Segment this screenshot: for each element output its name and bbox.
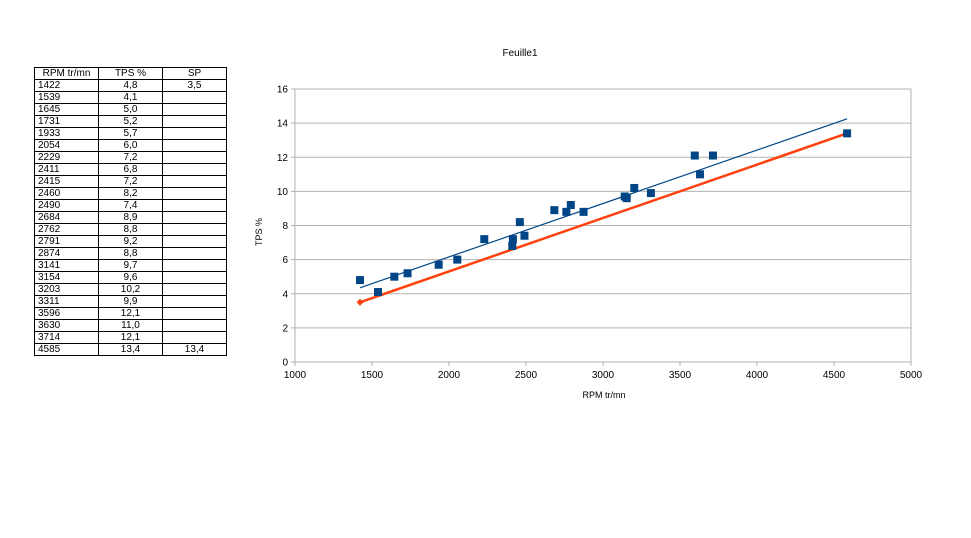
tps-point <box>562 207 571 216</box>
y-tick-label: 14 <box>277 119 289 130</box>
y-tick-label: 8 <box>282 221 288 232</box>
tps-point <box>622 194 631 203</box>
tps-point <box>453 255 462 264</box>
tps-point <box>515 218 524 227</box>
tps-point <box>355 276 364 285</box>
y-tick-label: 6 <box>282 255 288 266</box>
table-row: 1933 5,7 <box>34 127 227 140</box>
tps-point <box>403 269 412 278</box>
x-tick-label: 1500 <box>361 370 384 381</box>
sp-series-line <box>359 132 848 304</box>
sp-point <box>356 298 364 306</box>
x-tick-label: 4500 <box>823 370 846 381</box>
y-tick-label: 0 <box>282 358 288 369</box>
x-tick-label: 2500 <box>515 370 538 381</box>
y-tick-label: 12 <box>277 153 289 164</box>
cell-sp: 13,4 <box>162 343 227 356</box>
chart-title: Feuille1 <box>502 48 537 59</box>
tps-point <box>843 129 852 138</box>
tps-point <box>508 235 517 244</box>
y-tick-label: 10 <box>277 187 289 198</box>
tps-point <box>566 201 575 210</box>
tps-point <box>550 206 559 215</box>
table-header-row: RPM tr/mn TPS % SP <box>34 67 227 80</box>
y-axis-title: TPS % <box>254 218 264 246</box>
tps-point <box>646 189 655 198</box>
table-row: 3596 12,1 <box>34 307 227 320</box>
x-tick-label: 1000 <box>284 370 307 381</box>
x-tick-label: 5000 <box>900 370 923 381</box>
tps-point <box>690 151 699 160</box>
x-axis-title: RPM tr/mn <box>582 390 625 400</box>
data-table: RPM tr/mn TPS % SP 1422 4,8 3,5 1539 4,1 1645… <box>34 67 227 356</box>
table-row: 2684 8,9 <box>34 211 227 224</box>
tps-point <box>508 241 517 250</box>
tps-point <box>630 183 639 192</box>
tps-point <box>390 272 399 281</box>
x-axis-ticks: 1000 1500 2000 2500 3000 3500 4000 4500 5000 <box>284 362 923 381</box>
y-tick-label: 2 <box>282 323 288 334</box>
table-row: 4585 13,4 13,4 <box>34 343 227 356</box>
x-tick-label: 2000 <box>438 370 461 381</box>
table-row: 3141 9,7 <box>34 259 227 272</box>
table-row: 1539 4,1 <box>34 91 227 104</box>
tps-point <box>480 235 489 244</box>
chart-grid <box>295 88 911 363</box>
y-tick-label: 4 <box>282 289 288 300</box>
tps-point <box>696 170 705 179</box>
tps-point <box>579 207 588 216</box>
table-row: 3714 12,1 <box>34 331 227 344</box>
cell-tps: 13,4 <box>98 343 163 356</box>
y-axis-ticks: 0 2 4 6 8 10 12 14 16 <box>277 85 295 369</box>
tps-point <box>374 288 383 297</box>
trendline <box>359 118 848 289</box>
chart-series <box>355 118 852 306</box>
table-row: 2490 7,4 <box>34 199 227 212</box>
x-tick-label: 3500 <box>669 370 692 381</box>
y-tick-label: 16 <box>277 85 289 96</box>
x-tick-label: 4000 <box>746 370 769 381</box>
tps-point <box>434 260 443 269</box>
x-tick-label: 3000 <box>592 370 615 381</box>
table-row: 2411 6,8 <box>34 163 227 176</box>
tps-point <box>520 231 529 240</box>
table-row: 3311 9,9 <box>34 295 227 308</box>
tps-point <box>708 151 717 160</box>
